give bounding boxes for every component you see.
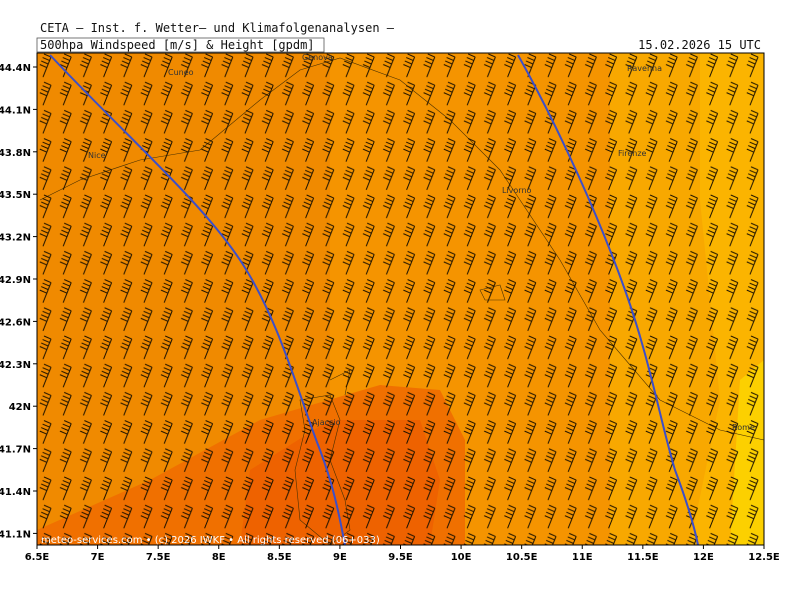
y-tick-label: 41.7N bbox=[0, 445, 31, 456]
x-tick-label: 11.5E bbox=[627, 552, 659, 563]
x-tick-label: 9E bbox=[333, 552, 347, 563]
y-tick-label: 44.1N bbox=[0, 105, 31, 116]
y-tick-label: 42.9N bbox=[0, 275, 31, 286]
y-tick-label: 42.3N bbox=[0, 360, 31, 371]
y-tick-label: 44.4N bbox=[0, 63, 31, 74]
footer-credit: meteo-services.com • (c) 2026 IWKF • All… bbox=[41, 535, 380, 546]
height-contours bbox=[49, 54, 699, 545]
place-label: Rome bbox=[732, 423, 755, 432]
x-tick-label: 12E bbox=[693, 552, 714, 563]
valid-time: 15.02.2026 15 UTC bbox=[638, 38, 761, 52]
x-tick-label: 8E bbox=[212, 552, 226, 563]
place-label: Ajaccio bbox=[312, 418, 341, 427]
place-label: Nice bbox=[88, 151, 106, 160]
place-label: Genova bbox=[302, 53, 333, 62]
x-tick-label: 7.5E bbox=[146, 552, 171, 563]
x-tick-label: 9.5E bbox=[388, 552, 413, 563]
wind-barbs bbox=[37, 53, 764, 545]
x-tick-label: 10E bbox=[451, 552, 472, 563]
y-tick-label: 42.6N bbox=[0, 317, 31, 328]
place-label: Cuneo bbox=[168, 68, 194, 77]
x-tick-label: 7E bbox=[91, 552, 105, 563]
product-title: 500hpa Windspeed [m/s] & Height [gpdm] bbox=[40, 38, 315, 52]
contour-east bbox=[517, 54, 699, 545]
place-label: Firenze bbox=[618, 149, 647, 158]
x-tick-label: 11E bbox=[572, 552, 593, 563]
contour-west bbox=[49, 54, 346, 545]
y-tick-label: 43.5N bbox=[0, 190, 31, 201]
x-tick-label: 8.5E bbox=[267, 552, 292, 563]
y-tick-label: 42N bbox=[9, 402, 31, 413]
y-tick-label: 41.4N bbox=[0, 487, 31, 498]
x-tick-label: 6.5E bbox=[25, 552, 50, 563]
product-box bbox=[36, 37, 325, 53]
place-label: Livorno bbox=[502, 186, 532, 195]
x-tick-label: 10.5E bbox=[506, 552, 538, 563]
institute-title: CETA — Inst. f. Wetter— und Klimafolgena… bbox=[40, 21, 395, 35]
y-tick-label: 43.8N bbox=[0, 148, 31, 159]
y-tick-label: 43.2N bbox=[0, 233, 31, 244]
place-label: Ravenna bbox=[627, 64, 662, 73]
x-tick-label: 12.5E bbox=[748, 552, 780, 563]
y-tick-label: 41.1N bbox=[0, 529, 31, 540]
map-area: Cuneo Genova Ravenna Nice Firenze Livorno Ajac… bbox=[37, 53, 764, 546]
